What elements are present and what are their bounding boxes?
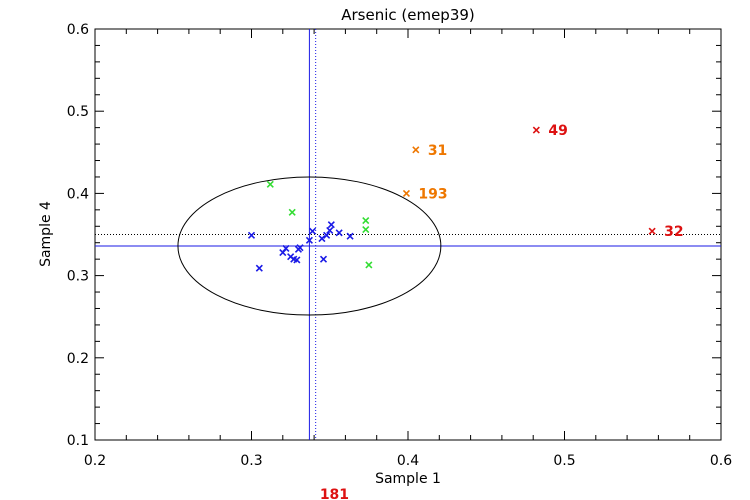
point-stroke <box>365 261 373 269</box>
data-point <box>323 231 331 239</box>
confidence-ellipse-group <box>177 176 442 316</box>
point-stroke <box>335 229 343 237</box>
point-stroke <box>293 256 301 264</box>
point-stroke <box>323 231 331 239</box>
data-point <box>346 232 354 240</box>
data-point <box>247 231 256 239</box>
data-point <box>335 229 343 237</box>
x-tick-label: 0.2 <box>84 453 106 469</box>
data-point <box>293 256 301 264</box>
data-point <box>412 146 420 154</box>
point-stroke <box>412 146 420 154</box>
data-points <box>247 126 656 272</box>
point-stroke <box>319 255 328 263</box>
point-stroke <box>296 244 304 252</box>
data-point <box>288 208 296 216</box>
point-stroke <box>288 208 296 216</box>
point-label: 32 <box>664 224 683 240</box>
data-point <box>255 264 263 272</box>
point-stroke <box>247 231 256 239</box>
y-tick-label: 0.6 <box>67 22 89 38</box>
reference-lines <box>95 29 721 440</box>
x-tick-label: 0.6 <box>710 453 732 469</box>
data-point <box>318 235 326 243</box>
point-stroke <box>305 236 313 244</box>
data-point <box>402 189 411 197</box>
data-point <box>305 236 313 244</box>
point-stroke <box>255 264 263 272</box>
point-stroke <box>402 189 411 197</box>
point-label: 31 <box>428 143 447 159</box>
data-point <box>326 226 334 234</box>
point-stroke <box>346 232 354 240</box>
data-point <box>327 221 335 229</box>
point-stroke <box>290 255 298 263</box>
point-stroke <box>326 226 334 234</box>
point-stroke <box>282 244 290 253</box>
outside-point-label: 181 <box>320 487 349 500</box>
point-stroke <box>362 226 370 234</box>
chart-title: Arsenic (emep39) <box>341 6 475 24</box>
data-point <box>319 255 328 263</box>
point-stroke <box>327 221 335 229</box>
point-stroke <box>362 216 370 225</box>
data-point <box>365 261 373 269</box>
point-labels: 193 31 49 32 181 <box>320 123 684 500</box>
point-stroke <box>532 126 540 134</box>
y-tick-label: 0.3 <box>67 269 89 285</box>
y-tick-label: 0.2 <box>67 351 89 367</box>
y-axis-label: Sample 4 <box>38 201 54 267</box>
point-stroke <box>648 227 656 235</box>
x-axis-label: Sample 1 <box>375 471 441 487</box>
x-tick-label: 0.3 <box>240 453 262 469</box>
data-point <box>648 227 656 235</box>
point-stroke <box>266 180 274 188</box>
point-label: 193 <box>418 186 447 202</box>
y-tick-label: 0.5 <box>67 104 89 120</box>
data-point <box>532 126 540 134</box>
data-point <box>362 226 370 234</box>
y-tick-label: 0.4 <box>67 186 89 202</box>
y-tick-label: 0.1 <box>67 433 89 449</box>
data-point <box>362 216 370 225</box>
point-stroke <box>308 227 317 235</box>
confidence-ellipse <box>177 176 442 316</box>
data-point <box>308 227 317 235</box>
axis-ticks: 0.2 0.3 0.4 0.5 0.6 0.1 0.2 0.3 0.4 0.5 0.6 <box>67 22 732 469</box>
x-tick-label: 0.5 <box>553 453 575 469</box>
x-tick-label: 0.4 <box>397 453 419 469</box>
data-point <box>282 244 290 253</box>
data-point <box>296 244 304 252</box>
point-label: 49 <box>548 123 567 139</box>
point-stroke <box>318 235 326 243</box>
data-point <box>266 180 274 188</box>
